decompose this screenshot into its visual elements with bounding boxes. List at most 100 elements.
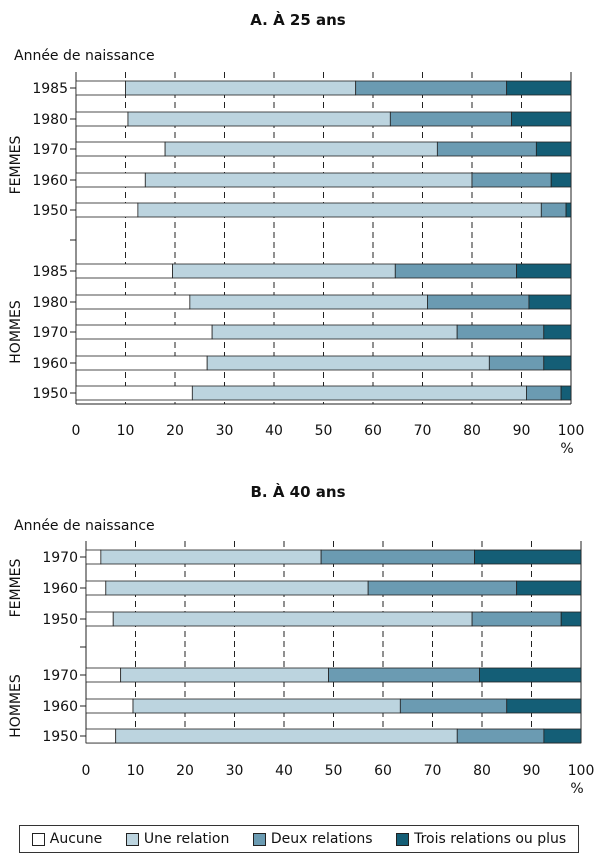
- bar-segment: [132, 698, 401, 714]
- bar-segment: [550, 172, 572, 188]
- row-label: 1950: [32, 203, 68, 219]
- chart-a: A. À 25 ans Année de naissance 0 10 20 30 40 50…: [8, 10, 584, 457]
- bar-segment: [320, 549, 475, 565]
- x-tick-label: 20: [166, 423, 184, 439]
- bar-segment: [456, 728, 545, 744]
- bar-segment: [115, 728, 458, 744]
- row-header: Année de naissance: [14, 518, 155, 534]
- legend-item-deux-relations: Deux relations: [252, 831, 373, 847]
- row-label: 1980: [32, 295, 68, 311]
- bar-segment: [85, 698, 134, 714]
- bar-segment: [75, 385, 193, 401]
- row-label: 1985: [32, 81, 68, 97]
- bar-segment: [105, 580, 369, 596]
- x-tick-label: 70: [424, 763, 442, 779]
- legend-item-trois-relations: Trois relations ou plus: [396, 831, 566, 847]
- legend-swatch-une-relation: [125, 832, 139, 846]
- bar-segment: [75, 202, 139, 218]
- bar-segment: [506, 698, 582, 714]
- row-label: 1950: [32, 386, 68, 402]
- bar-segment: [535, 141, 572, 157]
- bar-segment: [75, 80, 126, 96]
- group-label-hommes: HOMMES: [8, 674, 24, 738]
- bar-segment: [172, 263, 396, 279]
- bar-segment: [540, 202, 567, 218]
- bar-segment: [565, 202, 572, 218]
- x-tick-label: 40: [265, 423, 283, 439]
- bar-segment: [506, 80, 572, 96]
- row-label: 1985: [32, 264, 68, 280]
- bar-segment: [164, 141, 438, 157]
- bar-segment: [127, 111, 391, 127]
- x-tick-label: 90: [523, 763, 541, 779]
- bar-segment: [543, 728, 582, 744]
- bar-segment: [75, 141, 166, 157]
- bar-segment: [427, 294, 530, 310]
- x-tick-label: 10: [117, 423, 135, 439]
- chart-b: B. À 40 ans Année de naissance 0 10 20 30 40 50…: [8, 482, 594, 797]
- chart-title: B. À 40 ans: [250, 482, 345, 501]
- bar-segment: [85, 667, 122, 683]
- row-label: 1970: [32, 325, 68, 341]
- x-tick-label: 100: [568, 763, 595, 779]
- legend-swatch-deux-relations: [252, 832, 266, 846]
- x-tick-label: 70: [414, 423, 432, 439]
- bar-segment: [399, 698, 508, 714]
- row-label: 1980: [32, 112, 68, 128]
- row-label: 1970: [42, 668, 78, 684]
- bar-segment: [389, 111, 513, 127]
- bar-segment: [436, 141, 537, 157]
- x-unit-label: %: [570, 781, 583, 797]
- bar-segment: [144, 172, 473, 188]
- bar-segment: [120, 667, 329, 683]
- legend: Aucune Une relation Deux relations Trois…: [19, 825, 579, 853]
- bar-segment: [191, 385, 527, 401]
- bar-segment: [471, 611, 562, 627]
- legend-label-une-relation: Une relation: [143, 831, 230, 847]
- bar-segment: [75, 294, 191, 310]
- row-label: 1960: [42, 699, 78, 715]
- bar-segment: [75, 172, 146, 188]
- legend-label-aucune: Aucune: [49, 831, 103, 847]
- bar-segment: [112, 611, 473, 627]
- x-tick-label: 30: [226, 763, 244, 779]
- bar-segment: [543, 355, 572, 371]
- bar-segment: [474, 549, 582, 565]
- row-label: 1960: [32, 173, 68, 189]
- charts-canvas: A. À 25 ans Année de naissance 0 10 20 30 40 50…: [8, 10, 594, 797]
- bar-segment: [85, 549, 102, 565]
- chart-title: A. À 25 ans: [250, 10, 346, 29]
- legend-swatch-trois-relations: [396, 832, 410, 846]
- bar-segment: [560, 611, 582, 627]
- x-tick-label: 50: [315, 423, 333, 439]
- bar-segment: [355, 80, 508, 96]
- bar-segment: [211, 324, 458, 340]
- bar-segment: [526, 385, 562, 401]
- x-tick-label: 80: [473, 763, 491, 779]
- bar-segment: [560, 385, 572, 401]
- x-unit-label: %: [560, 441, 573, 457]
- legend-swatch-aucune: [31, 832, 45, 846]
- bar-segment: [75, 263, 173, 279]
- x-tick-label: 50: [325, 763, 343, 779]
- bar-segment: [189, 294, 428, 310]
- group-label-hommes: HOMMES: [8, 300, 24, 364]
- bar-segment: [511, 111, 572, 127]
- bar-segment: [394, 263, 517, 279]
- bar-segment: [479, 667, 582, 683]
- row-header: Année de naissance: [14, 48, 155, 64]
- row-label: 1950: [42, 729, 78, 745]
- x-tick-label: 0: [72, 423, 81, 439]
- bar-segment: [137, 202, 542, 218]
- bar-segment: [85, 580, 107, 596]
- bar-segment: [488, 355, 545, 371]
- bar-segment: [75, 355, 208, 371]
- row-label: 1950: [42, 612, 78, 628]
- row-label: 1960: [42, 581, 78, 597]
- x-tick-label: 40: [275, 763, 293, 779]
- x-tick-label: 30: [216, 423, 234, 439]
- x-tick-label: 60: [364, 423, 382, 439]
- bar-segment: [456, 324, 545, 340]
- x-tick-label: 0: [82, 763, 91, 779]
